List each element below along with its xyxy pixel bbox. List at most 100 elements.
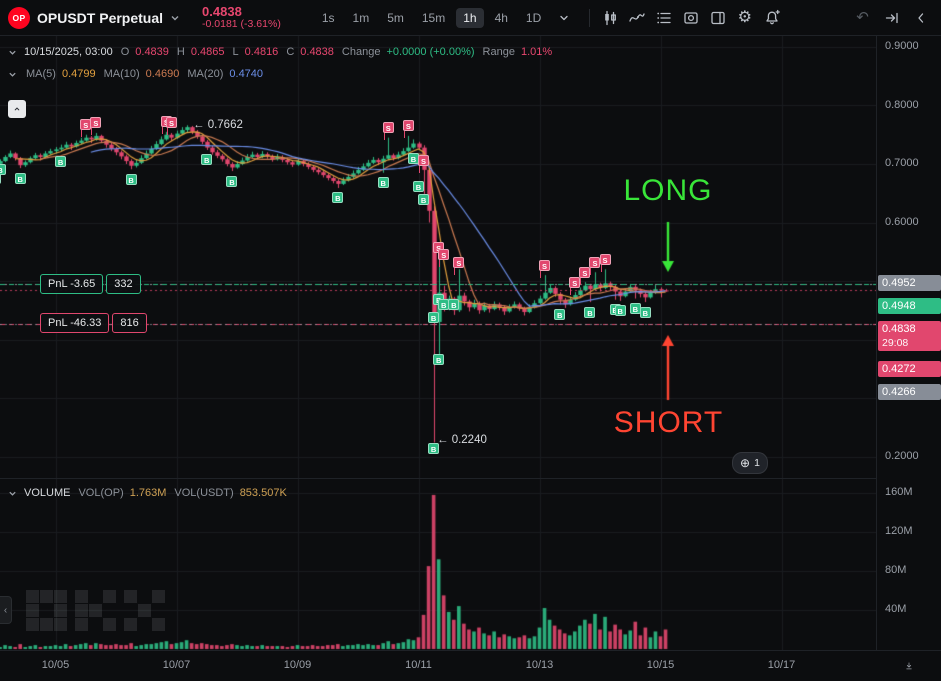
timeframe-5m[interactable]: 5m: [380, 8, 411, 28]
undo-icon[interactable]: ↶: [850, 5, 875, 30]
sell-fill-marker[interactable]: S: [589, 256, 601, 275]
buy-fill-marker[interactable]: B: [639, 306, 651, 318]
sell-fill-marker[interactable]: S: [382, 122, 394, 141]
globe-badge[interactable]: ⊕ 1: [732, 452, 768, 474]
change-label: Change: [341, 46, 381, 58]
buy-fill-marker[interactable]: B: [428, 311, 440, 323]
sell-fill-marker[interactable]: S: [438, 249, 450, 268]
indicators-icon[interactable]: [624, 5, 649, 30]
pnl-label[interactable]: PnL -3.65: [40, 274, 104, 294]
expand-sidebar-icon[interactable]: [908, 5, 933, 30]
buy-fill-marker[interactable]: B: [125, 173, 137, 185]
vol-op-value: 1.763M: [129, 487, 167, 499]
screenshot-icon[interactable]: [678, 5, 703, 30]
buy-fill-marker[interactable]: B: [448, 298, 460, 310]
buy-fill-marker[interactable]: B: [428, 442, 440, 454]
position-qty[interactable]: 332: [106, 274, 141, 294]
timeframe-1D[interactable]: 1D: [519, 8, 548, 28]
buy-fill-marker[interactable]: B: [584, 306, 596, 318]
flag-pole: [570, 287, 572, 295]
indicator-list-icon[interactable]: [651, 5, 676, 30]
low-price-note[interactable]: ← 0.2240: [437, 434, 487, 446]
toolbar-right-group: ↶: [850, 5, 933, 30]
flag-pole: [403, 131, 405, 139]
position-widget-long[interactable]: PnL -3.65 332: [40, 274, 141, 294]
sell-fill-marker[interactable]: S: [402, 120, 414, 139]
sell-fill-marker[interactable]: S: [90, 117, 102, 136]
buy-fill-marker[interactable]: B: [418, 193, 430, 205]
price-tag: 0.4948: [878, 298, 941, 314]
divider: [589, 8, 591, 27]
scroll-to-latest-icon[interactable]: [899, 656, 919, 676]
buy-fill-marker[interactable]: B: [14, 172, 26, 184]
volume-tick-label: 160M: [885, 486, 913, 498]
buy-fill-marker[interactable]: B: [614, 305, 626, 317]
buy-fill-marker[interactable]: B: [433, 353, 445, 365]
right-panel-icon[interactable]: [705, 5, 730, 30]
buy-fill-marker[interactable]: B: [332, 192, 344, 204]
flag-pole: [161, 127, 163, 135]
price-axis[interactable]: 0.9000 0.8000 0.7000 0.6000 0.2000 160M 120M 80…: [876, 36, 941, 650]
settings-gear-icon[interactable]: ⚙: [732, 5, 757, 30]
timeframe-dropdown[interactable]: [556, 5, 572, 30]
op-token-logo: OP: [8, 6, 30, 29]
drawing-toolbar-expand-button[interactable]: [8, 100, 26, 118]
buy-fill-marker[interactable]: B: [413, 180, 424, 192]
short-annotation[interactable]: SHORT: [613, 406, 724, 439]
ohlc-legend: 10/15/2025, 03:00 O 0.4839 H 0.4865 L 0.481…: [6, 46, 552, 58]
chart-style-icon[interactable]: [597, 5, 622, 30]
close-value: 0.4838: [300, 46, 334, 58]
price-tick-label: 0.9000: [885, 40, 919, 52]
sell-fill-marker[interactable]: S: [165, 117, 177, 136]
sell-fill-marker[interactable]: S: [579, 266, 591, 285]
pnl-label[interactable]: PnL -46.33: [40, 313, 110, 333]
ohlc-collapse-caret[interactable]: [6, 46, 18, 58]
timeframe-1h[interactable]: 1h: [456, 7, 484, 28]
price-tag: 0.4272: [878, 361, 941, 377]
buy-fill-marker[interactable]: B: [55, 155, 67, 167]
position-widget-short[interactable]: PnL -46.33 816: [40, 313, 147, 333]
chart-canvas[interactable]: [0, 36, 876, 650]
price-alert-icon[interactable]: [759, 5, 784, 30]
buy-fill-marker[interactable]: B: [554, 308, 566, 320]
timeframe-4h[interactable]: 4h: [488, 8, 515, 28]
pane-divider[interactable]: [0, 478, 876, 479]
ma20-value: 0.4740: [229, 68, 264, 80]
buy-fill-marker[interactable]: B: [201, 154, 213, 166]
sell-fill-marker[interactable]: S: [418, 154, 430, 173]
high-label: H: [176, 46, 185, 58]
ma5-value: 0.4799: [61, 68, 96, 80]
high-value: 0.4865: [190, 46, 225, 58]
sell-fill-marker[interactable]: S: [453, 256, 465, 275]
sell-fill-marker[interactable]: S: [599, 253, 611, 272]
sell-fill-marker[interactable]: S: [569, 276, 581, 295]
position-qty[interactable]: 816: [112, 313, 147, 333]
sell-fill-marker[interactable]: S: [539, 259, 551, 278]
long-annotation[interactable]: LONG: [623, 174, 713, 207]
time-tick-label: 10/05: [41, 659, 70, 671]
ma10-label: MA(10): [103, 68, 140, 80]
ma-collapse-caret[interactable]: [6, 68, 18, 80]
timeframe-1s[interactable]: 1s: [315, 8, 342, 28]
left-edge-tab[interactable]: ‹: [0, 596, 12, 624]
buy-fill-marker[interactable]: B: [0, 164, 6, 176]
flag-pole: [81, 130, 83, 138]
timeframe-15m[interactable]: 15m: [415, 8, 452, 28]
time-tick-label: 10/07: [162, 659, 191, 671]
go-to-latest-icon[interactable]: [879, 5, 904, 30]
buy-fill-marker[interactable]: B: [226, 175, 238, 187]
price-tag: 0.4266: [878, 384, 941, 400]
ma20-label: MA(20): [187, 68, 224, 80]
peak-price-note[interactable]: ← 0.7662: [193, 119, 243, 131]
open-label: O: [120, 46, 130, 58]
change-value: +0.0000 (+0.00%): [386, 46, 475, 58]
buy-fill-marker[interactable]: B: [377, 177, 389, 189]
symbol-selector[interactable]: OP OPUSDT Perpetual: [8, 6, 180, 29]
flag-pole: [590, 267, 592, 275]
time-axis[interactable]: 10/05 10/07 10/09 10/11 10/13 10/15 10/17: [0, 650, 941, 681]
range-label: Range: [482, 46, 515, 58]
price-tick-label: 0.7000: [885, 157, 919, 169]
volume-collapse-caret[interactable]: [6, 487, 18, 499]
timeframe-1m[interactable]: 1m: [346, 8, 377, 28]
